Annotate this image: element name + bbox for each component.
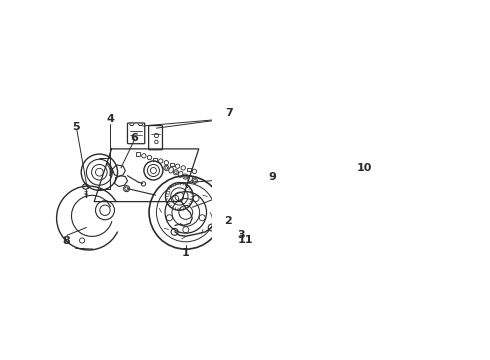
Text: 3: 3 <box>237 230 245 240</box>
Text: 7: 7 <box>225 108 233 118</box>
Text: 4: 4 <box>106 114 114 123</box>
Bar <box>187 168 191 171</box>
Text: 2: 2 <box>224 216 232 226</box>
Text: 5: 5 <box>72 122 79 132</box>
Text: 6: 6 <box>130 132 138 143</box>
Text: 11: 11 <box>238 235 253 245</box>
Bar <box>136 152 141 156</box>
Text: 8: 8 <box>62 237 70 246</box>
Bar <box>170 163 174 166</box>
Text: 10: 10 <box>357 163 372 173</box>
Text: 1: 1 <box>182 248 190 258</box>
Text: 9: 9 <box>269 172 276 181</box>
Bar <box>153 158 157 161</box>
